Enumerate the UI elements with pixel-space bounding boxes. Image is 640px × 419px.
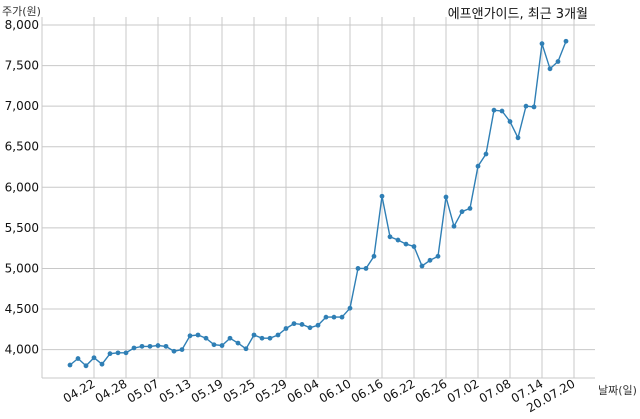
data-point xyxy=(460,209,465,214)
data-point xyxy=(124,350,129,355)
data-point xyxy=(84,363,89,368)
data-point xyxy=(508,119,513,124)
x-tick-label: 05.19 xyxy=(189,376,226,405)
x-tick-label: 06.26 xyxy=(413,376,450,405)
data-point xyxy=(68,363,73,368)
x-tick-label: 07.02 xyxy=(445,376,482,405)
data-point xyxy=(308,325,313,330)
data-point xyxy=(428,258,433,263)
data-point xyxy=(564,39,569,44)
data-point xyxy=(436,254,441,259)
y-tick-label: 4,000 xyxy=(5,343,39,357)
data-point xyxy=(212,342,217,347)
y-tick-label: 6,500 xyxy=(5,140,39,154)
data-point xyxy=(356,266,361,271)
y-tick-label: 7,000 xyxy=(5,99,39,113)
x-tick-label: 05.29 xyxy=(253,376,290,405)
data-point xyxy=(412,244,417,249)
data-point xyxy=(292,321,297,326)
data-point xyxy=(540,41,545,46)
data-point xyxy=(316,323,321,328)
data-point xyxy=(484,152,489,157)
data-point xyxy=(172,349,177,354)
data-point xyxy=(396,238,401,243)
data-point xyxy=(452,224,457,229)
y-tick-labels: 4,000 4,500 5,000 5,500 6,000 6,500 7,000 7,500… xyxy=(5,18,39,357)
x-tick-label: 06.16 xyxy=(349,376,386,405)
data-point xyxy=(332,315,337,320)
data-point xyxy=(532,105,537,110)
x-tick-label: 04.22 xyxy=(61,376,98,405)
data-point xyxy=(196,333,201,338)
y-tick-label: 7,500 xyxy=(5,59,39,73)
data-point xyxy=(284,326,289,331)
data-point xyxy=(164,344,169,349)
data-point xyxy=(180,347,185,352)
data-point xyxy=(188,333,193,338)
data-point xyxy=(516,135,521,140)
data-point xyxy=(204,336,209,341)
x-tick-label: 06.04 xyxy=(285,376,322,405)
data-point xyxy=(156,343,161,348)
data-point xyxy=(132,346,137,351)
x-tick-label: 07.08 xyxy=(477,376,514,405)
x-tick-label: 05.25 xyxy=(221,376,258,405)
x-tick-label: 06.10 xyxy=(317,376,354,405)
data-point xyxy=(140,344,145,349)
y-tick-label: 4,500 xyxy=(5,302,39,316)
data-point xyxy=(420,264,425,269)
x-tick-label: 06.22 xyxy=(381,376,418,405)
data-point xyxy=(276,333,281,338)
data-point xyxy=(252,333,257,338)
data-point xyxy=(236,341,241,346)
chart-title: 에프앤가이드, 최근 3개월 xyxy=(448,7,588,22)
data-point xyxy=(380,194,385,199)
data-point xyxy=(244,346,249,351)
data-point xyxy=(108,351,113,356)
data-point xyxy=(476,164,481,169)
data-point xyxy=(116,350,121,355)
y-tick-label: 5,500 xyxy=(5,221,39,235)
data-point xyxy=(404,242,409,247)
data-point xyxy=(556,59,561,64)
data-point xyxy=(324,315,329,320)
data-point xyxy=(364,266,369,271)
x-tick-labels: 04.2204.2805.0705.1305.1905.2505.2906.04… xyxy=(61,376,578,415)
x-axis-label: 날짜(일) xyxy=(598,383,637,397)
y-tick-label: 8,000 xyxy=(5,18,39,32)
data-point xyxy=(348,306,353,311)
data-point xyxy=(500,109,505,114)
data-point xyxy=(228,336,233,341)
data-point xyxy=(100,362,105,367)
data-point xyxy=(92,355,97,360)
data-point xyxy=(468,206,473,211)
data-point xyxy=(76,356,81,361)
data-point xyxy=(300,322,305,327)
data-point xyxy=(548,66,553,71)
x-tick-label: 04.28 xyxy=(93,376,130,405)
data-point xyxy=(148,344,153,349)
data-point xyxy=(388,234,393,239)
y-tick-label: 5,000 xyxy=(5,261,39,275)
data-point xyxy=(220,343,225,348)
x-tick-label: 05.13 xyxy=(157,376,194,405)
data-point xyxy=(524,104,529,109)
data-point xyxy=(260,336,265,341)
y-axis-label: 주가(원) xyxy=(2,5,41,18)
data-point xyxy=(492,108,497,113)
data-point xyxy=(268,336,273,341)
data-point xyxy=(340,315,345,320)
x-tick-label: 05.07 xyxy=(125,376,162,405)
data-point xyxy=(444,195,449,200)
data-point xyxy=(372,254,377,259)
y-tick-label: 6,000 xyxy=(5,180,39,194)
